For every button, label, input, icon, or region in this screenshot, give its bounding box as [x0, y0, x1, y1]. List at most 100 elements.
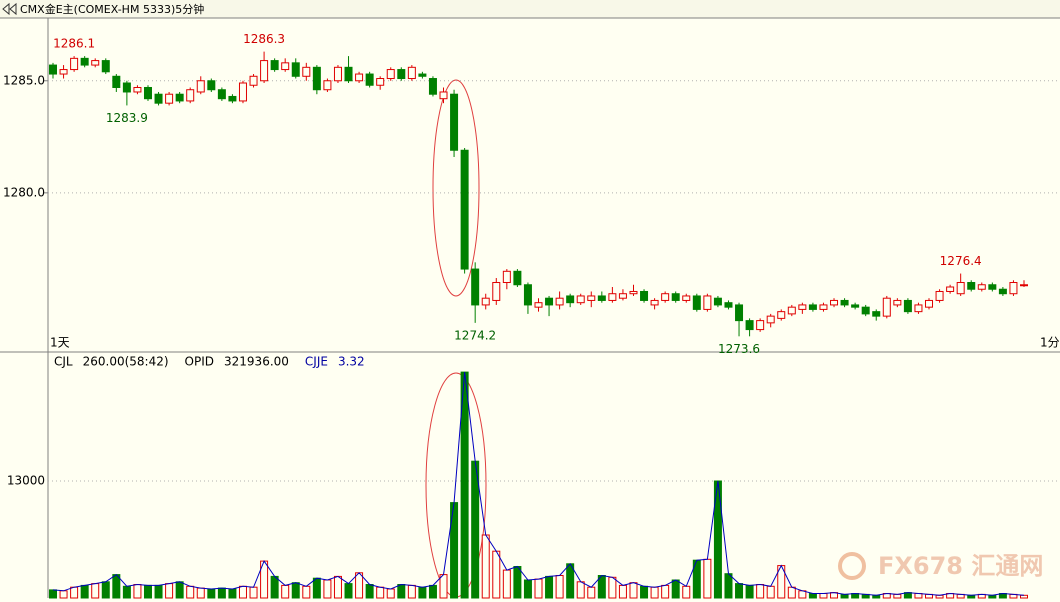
volume-bar [587, 586, 596, 599]
candle-body [523, 284, 532, 306]
candle-body [608, 293, 617, 301]
volume-bar [133, 583, 142, 599]
candle-body [386, 69, 395, 80]
volume-bar [344, 583, 353, 599]
candle-body [49, 64, 57, 75]
candle-body [281, 62, 290, 71]
volume-bar [365, 583, 374, 599]
volume-bar [618, 584, 627, 599]
candle-body [534, 302, 543, 308]
candle-body [143, 86, 152, 100]
extreme-label: 1273.6 [718, 342, 760, 356]
volume-bar [207, 588, 216, 599]
volume-bar [428, 584, 437, 599]
volume-bar [555, 574, 564, 599]
candle-body [956, 282, 965, 295]
volume-bar [840, 593, 849, 599]
extreme-label: 1286.1 [53, 37, 95, 51]
volume-bar [502, 569, 511, 599]
y-tick-label: 1280.0 [3, 185, 45, 199]
candle-body [418, 73, 427, 77]
candle-body [302, 66, 311, 77]
candle-body [977, 284, 986, 290]
volume-bar [1020, 594, 1028, 599]
candle-body [249, 75, 258, 86]
candle-body [291, 62, 300, 77]
candle-body [481, 297, 490, 306]
candle-body [355, 73, 364, 82]
legend-name: CJJE [305, 355, 328, 369]
extreme-label: 1274.2 [454, 328, 496, 342]
candle-body [154, 93, 163, 104]
volume-bar [766, 585, 775, 599]
volume-bar [323, 579, 332, 599]
candle-body [270, 60, 279, 71]
extreme-label: 1276.4 [940, 254, 982, 268]
candle-body [967, 282, 976, 290]
candle-body [217, 89, 226, 100]
watermark-logo [838, 552, 866, 580]
volume-bar [523, 579, 532, 599]
volume-bar [186, 585, 195, 599]
volume-bar [418, 586, 427, 599]
y-tick-label: 1285.0 [3, 73, 45, 87]
volume-bar [819, 592, 828, 599]
candle-body [101, 60, 110, 73]
candle-body [576, 295, 585, 304]
candle-body [59, 69, 68, 75]
volume-bar [671, 579, 680, 599]
candle-body [260, 60, 269, 82]
candle-body [323, 80, 332, 91]
candle-body [397, 69, 406, 80]
candle-body [840, 299, 849, 306]
candle-body [1020, 284, 1028, 287]
back-icon[interactable] [2, 2, 17, 16]
candle-body [914, 304, 923, 313]
candle-body [830, 299, 839, 306]
candle-body [798, 304, 807, 310]
candle-body [344, 66, 353, 82]
title-bar [0, 0, 1060, 18]
candle-body [80, 57, 89, 66]
volume-bar [312, 577, 321, 599]
candle-body [112, 75, 121, 88]
candle-body [312, 66, 321, 91]
candle-body [925, 299, 934, 308]
volume-bar [333, 575, 342, 599]
volume-bar [175, 581, 184, 599]
candle-body [333, 66, 342, 82]
candle-body [735, 304, 744, 322]
volume-bar [481, 534, 490, 599]
candle-body [851, 304, 860, 308]
candle-body [450, 93, 459, 151]
volume-bar [756, 583, 765, 599]
volume-bar [238, 585, 247, 599]
right-label: 1分 [1040, 336, 1060, 350]
volume-bar [397, 583, 406, 599]
candle-body [756, 320, 765, 331]
candle-body [376, 78, 385, 86]
candle-body [661, 293, 670, 301]
volume-bar [281, 584, 290, 599]
legend-value: 321936.00 [224, 355, 289, 369]
volume-bar [724, 573, 733, 599]
volume-bar [703, 558, 712, 599]
extreme-label: 1283.9 [106, 111, 148, 125]
candle-body [629, 290, 638, 295]
candle-body [587, 295, 596, 301]
candle-body [365, 73, 374, 86]
volume-bar [407, 584, 416, 599]
candle-body [165, 93, 174, 104]
candle-body [671, 293, 680, 301]
candle-body [650, 299, 659, 306]
candle-body [122, 82, 131, 93]
candle-body [682, 295, 691, 301]
candle-body [238, 82, 247, 102]
candle-body [555, 297, 564, 306]
candle-body [597, 295, 606, 301]
volume-bar [302, 585, 311, 599]
volume-bar [355, 572, 364, 599]
candle-body [133, 86, 142, 93]
candle-body [808, 304, 817, 310]
